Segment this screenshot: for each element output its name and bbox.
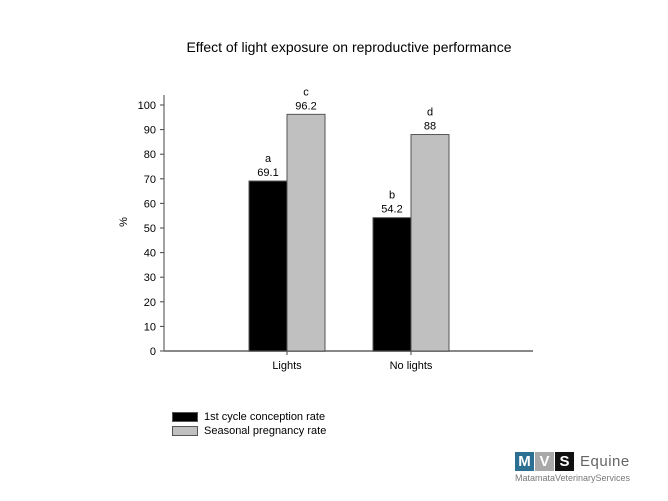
legend-item-conception: 1st cycle conception rate — [172, 410, 326, 424]
y-tick-label: 80 — [144, 149, 156, 161]
logo-letter-v: V — [535, 452, 554, 471]
legend-item-pregnancy: Seasonal pregnancy rate — [172, 424, 326, 438]
legend-label: Seasonal pregnancy rate — [204, 425, 327, 437]
legend-swatch-gray — [172, 426, 198, 436]
bar-value-label: 69.1 — [257, 167, 278, 179]
bar-value-label: 54.2 — [381, 204, 402, 216]
bar-letter-label: d — [427, 107, 433, 119]
x-tick-label: Lights — [272, 360, 302, 372]
bar — [248, 180, 288, 352]
bar-value-label: 96.2 — [295, 100, 316, 112]
y-tick-label: 90 — [144, 125, 156, 137]
logo-word: Equine — [580, 453, 630, 470]
chart-title: Effect of light exposure on reproductive… — [186, 39, 511, 55]
bar-chart: Effect of light exposure on reproductive… — [118, 39, 533, 372]
bar-letter-label: a — [265, 153, 272, 165]
y-tick-label: 50 — [144, 223, 156, 235]
logo-letter-s: S — [555, 452, 574, 471]
y-tick-label: 20 — [144, 297, 156, 309]
logo-subtitle: MatamataVeterinaryServices — [515, 473, 631, 483]
bar — [286, 113, 326, 352]
y-axis-label: % — [118, 217, 130, 227]
y-tick-label: 60 — [144, 198, 156, 210]
y-tick-label: 0 — [150, 346, 156, 358]
y-tick-label: 10 — [144, 321, 156, 333]
y-tick-label: 100 — [138, 100, 156, 112]
logo-letter-m: M — [515, 452, 534, 471]
legend-swatch-black — [172, 412, 198, 422]
bar — [372, 217, 412, 352]
legend: 1st cycle conception rate Seasonal pregn… — [172, 410, 326, 438]
bar — [410, 134, 450, 352]
x-tick-label: No lights — [390, 360, 433, 372]
legend-label: 1st cycle conception rate — [204, 411, 326, 423]
y-tick-label: 30 — [144, 272, 156, 284]
bar-value-label: 88 — [424, 121, 436, 133]
mvs-equine-logo: M V S Equine MatamataVeterinaryServices — [515, 452, 665, 483]
y-tick-label: 70 — [144, 174, 156, 186]
bar-letter-label: b — [389, 190, 395, 202]
y-tick-label: 40 — [144, 248, 156, 260]
bar-letter-label: c — [303, 86, 309, 98]
